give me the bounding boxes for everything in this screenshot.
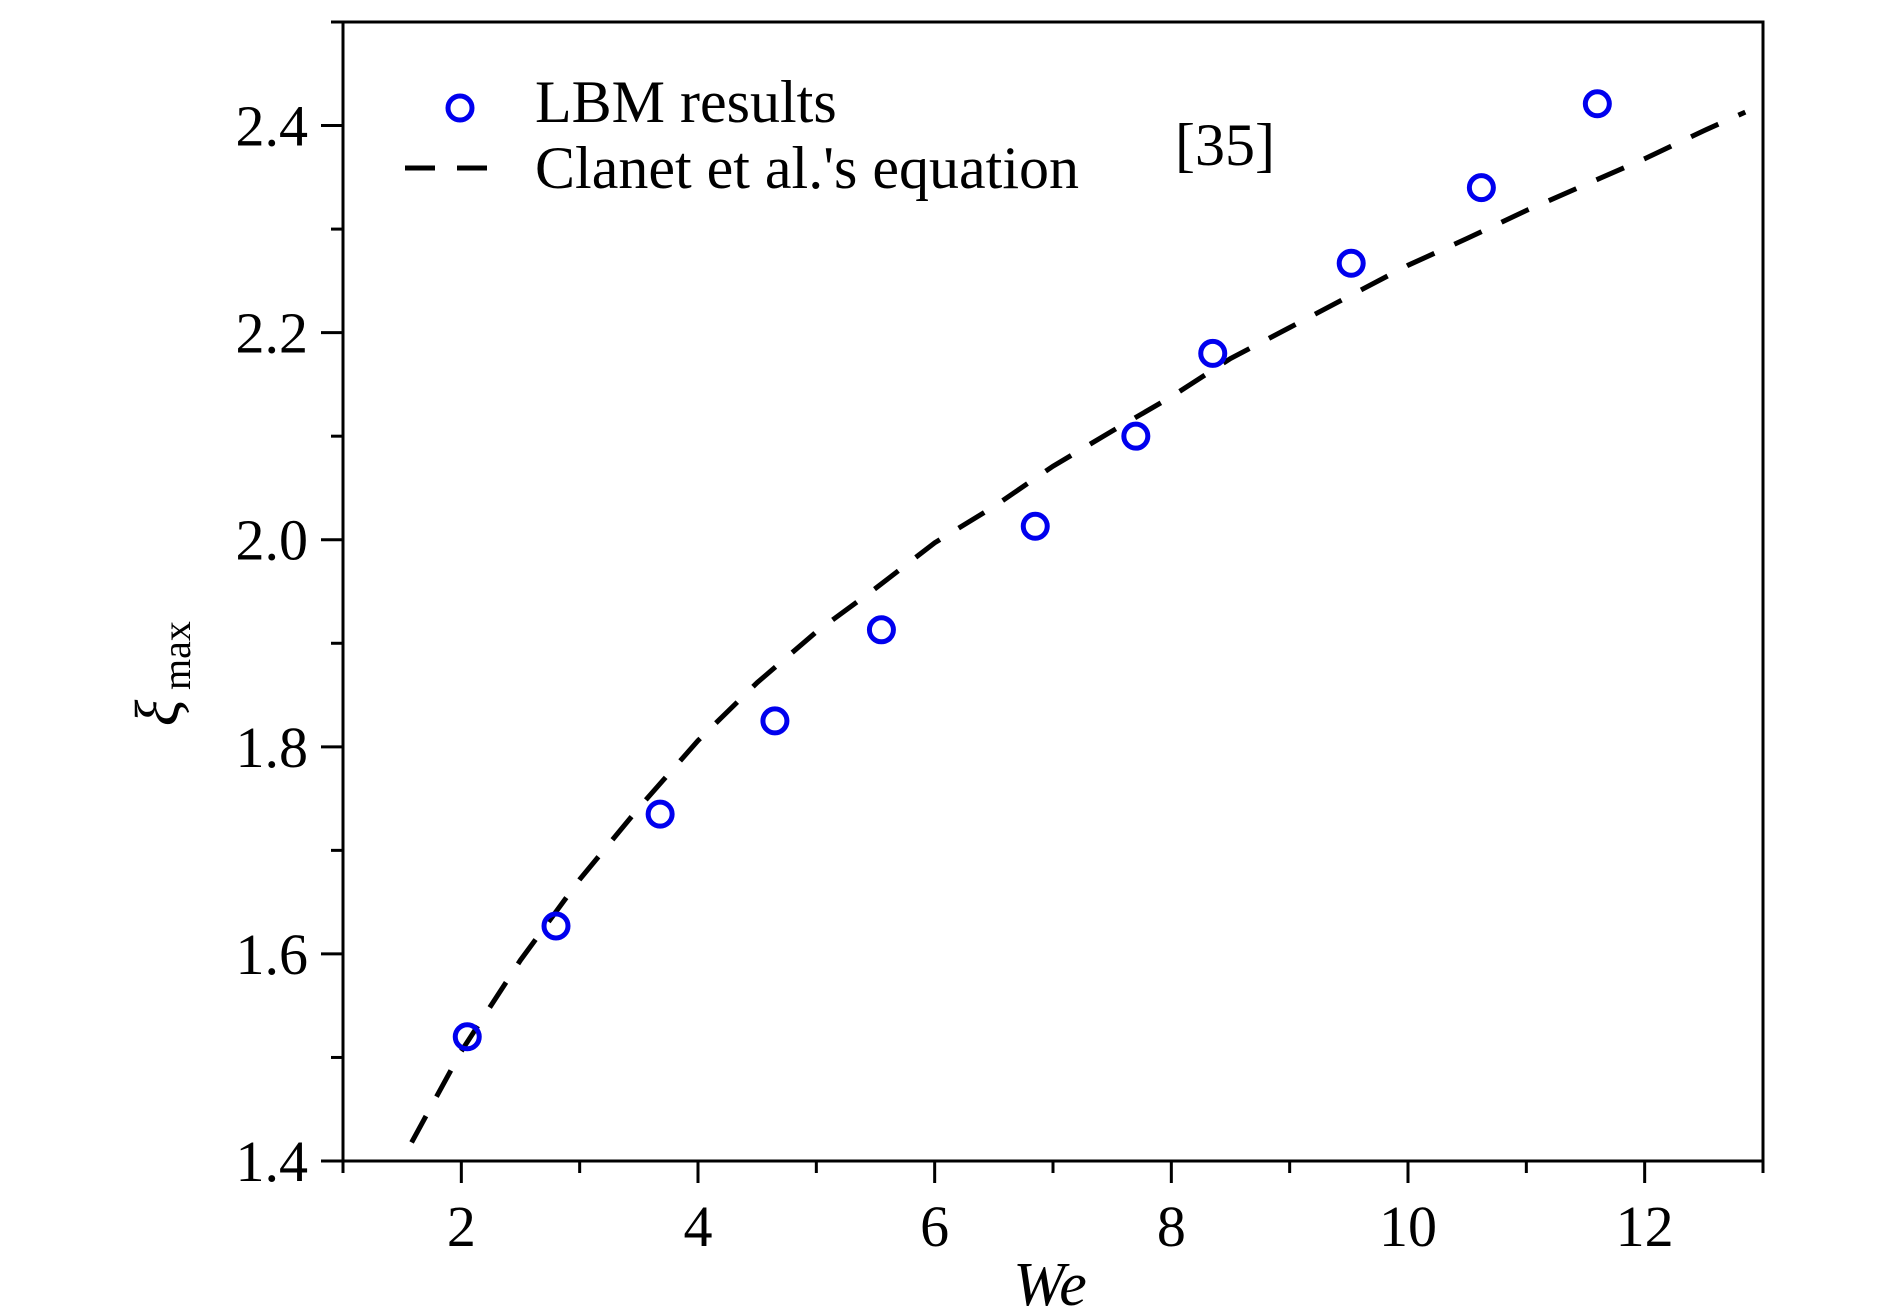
lbm-data-point <box>1582 89 1612 119</box>
x-tick-label: 2 <box>447 1194 476 1259</box>
clanet-equation-line <box>409 109 1747 1144</box>
y-axis-title-sub: max <box>154 621 199 690</box>
y-axis-title-main: ξ <box>124 699 192 726</box>
y-axis: 1.4 1.6 1.8 2.0 2.2 2.4 <box>236 20 343 1194</box>
legend-marker-lbm <box>445 93 475 123</box>
legend-label-clanet-ref: [35] <box>1175 112 1275 178</box>
lbm-data-point <box>645 799 675 829</box>
x-tick-label: 12 <box>1616 1194 1674 1259</box>
x-axis: 2 4 6 8 10 12 <box>341 1161 1765 1259</box>
series-clanet-equation <box>409 109 1747 1144</box>
lbm-data-point <box>760 706 790 736</box>
legend-label-lbm: LBM results <box>535 69 837 135</box>
lbm-data-point <box>1336 248 1366 278</box>
x-axis-title: We <box>1013 1251 1086 1314</box>
lbm-data-point <box>541 911 571 941</box>
series-lbm-results <box>452 89 1612 1052</box>
legend: LBM results Clanet et al.'s equation [35… <box>405 69 1275 201</box>
lbm-data-point <box>1121 421 1151 451</box>
y-tick-label: 1.8 <box>236 715 309 780</box>
lbm-data-point <box>1020 511 1050 541</box>
y-tick-label: 2.2 <box>236 301 309 366</box>
y-axis-title: ξ max <box>124 621 199 726</box>
x-tick-label: 4 <box>684 1194 713 1259</box>
lbm-data-point <box>1198 338 1228 368</box>
lbm-data-point <box>866 615 896 645</box>
y-tick-label: 2.0 <box>236 508 309 573</box>
lbm-data-point <box>1466 173 1496 203</box>
x-tick-label: 8 <box>1157 1194 1186 1259</box>
y-tick-label: 1.4 <box>236 1129 309 1194</box>
legend-label-clanet: Clanet et al.'s equation <box>535 135 1079 201</box>
x-tick-label: 10 <box>1379 1194 1437 1259</box>
y-tick-label: 1.6 <box>236 922 309 987</box>
lbm-data-point <box>452 1022 482 1052</box>
y-tick-label: 2.4 <box>236 94 309 159</box>
x-tick-label: 6 <box>920 1194 949 1259</box>
